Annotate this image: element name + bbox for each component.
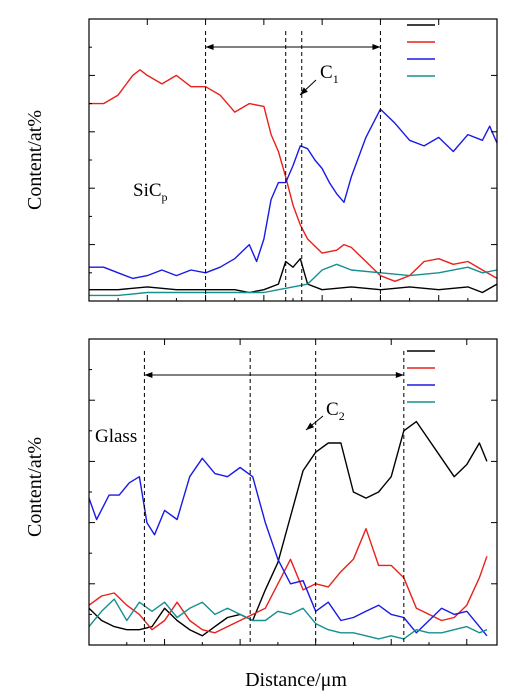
- series-line-a-si: [89, 69, 498, 282]
- contact-arrowhead-b: [306, 422, 315, 430]
- series-line-a-pb: [89, 108, 498, 280]
- left-phase-text-a: SiC: [133, 180, 162, 201]
- series-line-a-al: [89, 258, 498, 294]
- contact-subscript-a: 1: [333, 72, 339, 86]
- series-line-b-al: [88, 420, 488, 637]
- series-line-a-o: [89, 263, 498, 297]
- series-line-b-o: [88, 598, 488, 640]
- contact-label-a: C1: [320, 62, 339, 86]
- y-axis-title-a: Content/at%: [24, 110, 46, 210]
- left-phase-text-b: Glass: [95, 426, 137, 447]
- left-phase-label-a: SiCp: [133, 180, 168, 204]
- contact-arrowhead-a: [300, 87, 308, 95]
- y-axis-title-b: Content/at%: [24, 437, 46, 537]
- zone-arrowhead-right-a: [372, 44, 381, 50]
- plot-frame-b: [88, 338, 498, 646]
- zone-arrowhead-right-b: [395, 372, 404, 378]
- contact-subscript-b: 2: [339, 409, 345, 423]
- left-phase-subscript-a: p: [162, 190, 168, 204]
- contact-label-b: C2: [326, 399, 345, 423]
- x-axis-title: Distance/μm: [245, 669, 347, 691]
- contact-letter-b: C: [326, 399, 339, 420]
- zone-arrowhead-left-b: [144, 372, 153, 378]
- contact-letter-a: C: [320, 62, 333, 83]
- zone-arrowhead-left-a: [205, 44, 214, 50]
- left-phase-label-b: Glass: [95, 426, 137, 447]
- series-line-b-si: [88, 528, 488, 634]
